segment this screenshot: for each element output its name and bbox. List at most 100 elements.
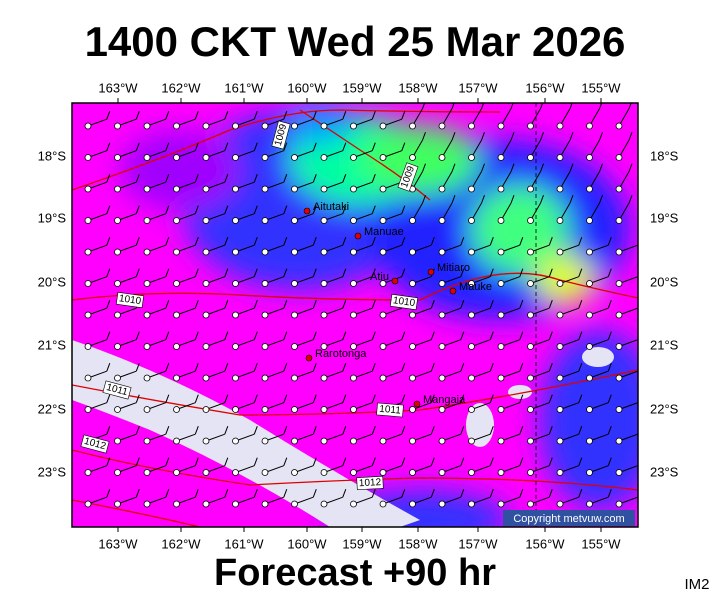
wind-barb bbox=[114, 488, 140, 508]
barb-flag bbox=[569, 163, 574, 172]
barb-station bbox=[320, 185, 328, 193]
wind-barb bbox=[379, 362, 406, 382]
wind-barb bbox=[261, 394, 288, 413]
wind-barb bbox=[350, 331, 376, 350]
barb-flag bbox=[165, 457, 170, 466]
barb-flag bbox=[283, 268, 288, 277]
barb-station bbox=[291, 217, 298, 224]
barb-station bbox=[143, 500, 151, 508]
barb-flag bbox=[194, 457, 199, 466]
barb-station bbox=[468, 154, 475, 161]
wind-barb bbox=[202, 236, 229, 256]
barb-station bbox=[291, 311, 298, 319]
barb-station bbox=[114, 185, 121, 193]
barb-station bbox=[320, 374, 328, 382]
barb-flag bbox=[253, 457, 258, 466]
wind-barb bbox=[556, 268, 583, 287]
barb-station bbox=[409, 343, 416, 350]
wind-barb bbox=[232, 299, 258, 319]
wind-barb bbox=[409, 132, 426, 161]
barb-flag bbox=[106, 394, 111, 403]
barb-flag bbox=[135, 110, 140, 120]
barb-flag bbox=[312, 394, 317, 403]
barb-flag bbox=[460, 394, 465, 403]
barb-flag bbox=[194, 299, 199, 309]
wind-barb bbox=[84, 205, 111, 224]
barb-flag bbox=[422, 132, 426, 141]
barb-station bbox=[350, 217, 357, 224]
barb-flag bbox=[628, 163, 633, 172]
barb-station bbox=[84, 217, 92, 224]
place-name: Atiu bbox=[370, 271, 389, 283]
barb-station bbox=[291, 248, 298, 256]
wind-barb bbox=[527, 236, 553, 256]
barb-flag bbox=[194, 205, 199, 214]
barb-station bbox=[379, 500, 387, 508]
wind-barb bbox=[143, 142, 170, 161]
barb-station bbox=[261, 374, 269, 382]
wind-barb bbox=[468, 163, 485, 193]
barb-flag bbox=[106, 299, 111, 309]
barb-flag bbox=[312, 142, 317, 151]
barb-flag bbox=[578, 457, 583, 466]
barb-station bbox=[615, 437, 623, 445]
barb-station bbox=[438, 469, 446, 476]
wind-barb bbox=[556, 195, 574, 224]
barb-station bbox=[291, 122, 298, 130]
barb-station bbox=[320, 311, 328, 319]
barb-station bbox=[615, 311, 623, 319]
wind-barb bbox=[350, 236, 376, 256]
wind-barb bbox=[143, 205, 170, 224]
barb-flag bbox=[430, 488, 435, 498]
barb-flag bbox=[224, 425, 229, 435]
barb-flag bbox=[106, 110, 111, 120]
wind-barb bbox=[261, 142, 288, 161]
barb-station bbox=[615, 217, 623, 224]
barb-station bbox=[350, 311, 357, 319]
barb-flag bbox=[135, 394, 140, 403]
barb-flag bbox=[430, 425, 435, 435]
barb-flag bbox=[519, 488, 524, 498]
wind-barb bbox=[202, 142, 229, 161]
barb-station bbox=[114, 500, 121, 508]
barb-station bbox=[291, 469, 298, 476]
barb-flag bbox=[481, 132, 485, 141]
barb-station bbox=[409, 500, 416, 508]
barb-flag bbox=[451, 195, 456, 204]
barb-station bbox=[261, 437, 269, 445]
barb-flag bbox=[224, 362, 229, 372]
wind-barb bbox=[615, 463, 638, 476]
barb-station bbox=[261, 343, 269, 350]
barb-station bbox=[291, 500, 298, 508]
barb-flag bbox=[224, 173, 229, 183]
barb-flag bbox=[460, 268, 465, 277]
wind-barb bbox=[586, 299, 612, 319]
barb-station bbox=[527, 217, 534, 224]
wind-barb bbox=[468, 488, 494, 508]
barb-station bbox=[497, 248, 505, 256]
barb-flag bbox=[460, 425, 465, 435]
barb-station bbox=[261, 185, 269, 193]
barb-station bbox=[497, 374, 505, 382]
barb-station bbox=[143, 311, 151, 319]
barb-station bbox=[497, 217, 505, 224]
wind-barb bbox=[320, 205, 347, 224]
wind-barb bbox=[232, 394, 258, 413]
barb-flag bbox=[510, 132, 515, 141]
barb-station bbox=[202, 122, 210, 130]
wind-barb bbox=[261, 205, 288, 224]
isobar-label: 1011 bbox=[102, 380, 132, 400]
barb-flag bbox=[135, 331, 140, 340]
wind-barb bbox=[232, 205, 258, 224]
barb-flag bbox=[599, 132, 603, 141]
wind-barb bbox=[261, 110, 288, 130]
barb-station bbox=[438, 185, 446, 193]
wind-barb bbox=[84, 457, 111, 476]
barb-flag bbox=[548, 488, 553, 498]
barb-flag bbox=[548, 394, 553, 403]
barb-station bbox=[586, 248, 593, 256]
wind-barb bbox=[409, 331, 435, 350]
barb-flag bbox=[342, 110, 347, 120]
wind-barb bbox=[586, 163, 603, 193]
barb-station bbox=[320, 122, 328, 130]
